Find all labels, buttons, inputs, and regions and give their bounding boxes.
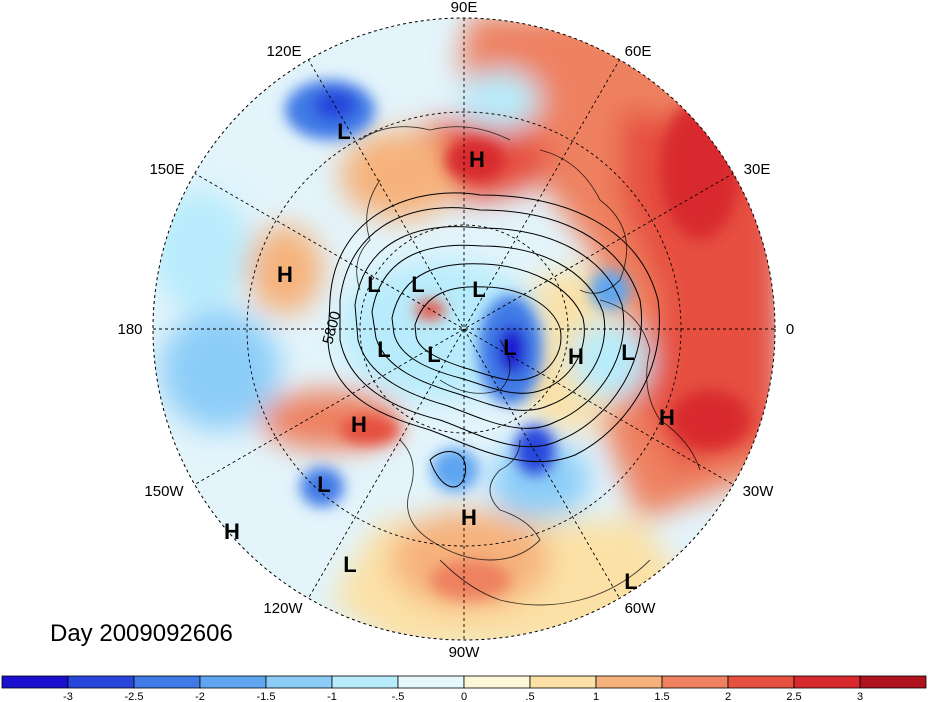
pressure-center-marker: L xyxy=(472,277,485,302)
lon-label-90e: 90E xyxy=(451,0,478,16)
colorbar-swatch xyxy=(199,675,267,689)
lon-label-150e: 150E xyxy=(149,161,184,178)
colorbar-tick-label: -1.5 xyxy=(257,691,276,702)
colorbar-tick-label: -3 xyxy=(63,691,73,702)
colorbar-swatch xyxy=(793,675,861,689)
pressure-center-marker: H xyxy=(277,262,293,287)
pressure-center-marker: L xyxy=(503,335,516,360)
pressure-centers: L H H L L L L L L H L H H L H H L L xyxy=(224,119,675,594)
lon-label-30w: 30W xyxy=(743,483,775,500)
date-label: Day 2009092606 xyxy=(50,620,233,647)
colorbar-tick-label: 2 xyxy=(725,691,731,702)
pressure-center-marker: H xyxy=(461,505,477,530)
pressure-center-marker: H xyxy=(469,147,485,172)
lon-label-30e: 30E xyxy=(744,161,771,178)
pressure-center-marker: L xyxy=(337,119,350,144)
pressure-center-marker: L xyxy=(377,337,390,362)
lon-label-150w: 150W xyxy=(144,483,184,500)
pressure-center-marker: L xyxy=(624,569,637,594)
colorbar-swatch xyxy=(661,675,729,689)
colorbar-tick-label: 0 xyxy=(461,691,467,702)
colorbar-tick-label: -2.5 xyxy=(125,691,144,702)
pressure-center-marker: H xyxy=(568,344,584,369)
colorbar-tick-label: -.5 xyxy=(392,691,405,702)
map-boundary xyxy=(152,17,776,641)
colorbar-tick-label: -2 xyxy=(195,691,205,702)
colorbar-swatch xyxy=(265,675,333,689)
colorbar-swatch xyxy=(529,675,597,689)
lon-label-0: 0 xyxy=(786,321,794,338)
lon-label-120e: 120E xyxy=(266,43,301,60)
colorbar-tick-label: 2.5 xyxy=(786,691,801,702)
colorbar-swatch xyxy=(463,675,531,689)
lon-label-90w: 90W xyxy=(449,644,481,661)
colorbar-swatch xyxy=(331,675,399,689)
coastlines xyxy=(356,126,701,606)
lon-label-60w: 60W xyxy=(625,600,657,617)
pressure-center-marker: L xyxy=(317,472,330,497)
lon-label-120w: 120W xyxy=(263,600,303,617)
pressure-center-marker: L xyxy=(411,272,424,297)
lon-label-60e: 60E xyxy=(625,43,652,60)
colorbar-tick-label: -1 xyxy=(327,691,337,702)
pressure-center-marker: L xyxy=(367,272,380,297)
pressure-center-marker: L xyxy=(427,342,440,367)
colorbar-swatch xyxy=(397,675,465,689)
height-contours xyxy=(327,192,660,488)
colorbar: -3 -2.5 -2 -1.5 -1 -.5 0 .5 1 1.5 2 2.5 3 xyxy=(1,675,927,702)
colorbar-tick-label: 3 xyxy=(857,691,863,702)
pressure-center-marker: H xyxy=(224,519,240,544)
pressure-center-marker: L xyxy=(343,552,356,577)
pressure-center-marker: H xyxy=(351,412,367,437)
colorbar-tick-label: 1 xyxy=(593,691,599,702)
lon-label-180: 180 xyxy=(117,321,142,338)
colorbar-swatch xyxy=(67,675,135,689)
longitude-labels: 90E 120E 60E 150E 30E 180 0 150W 30W 120… xyxy=(117,0,794,661)
colorbar-tick-label: .5 xyxy=(525,691,534,702)
colorbar-tick-label: 1.5 xyxy=(654,691,669,702)
colorbar-swatch xyxy=(859,675,927,689)
colorbar-swatch xyxy=(133,675,201,689)
colorbar-swatch xyxy=(727,675,795,689)
colorbar-swatch xyxy=(1,675,69,689)
graticule xyxy=(153,18,775,640)
pressure-center-marker: L xyxy=(621,340,634,365)
pressure-center-marker: H xyxy=(659,405,675,430)
colorbar-swatch xyxy=(595,675,663,689)
